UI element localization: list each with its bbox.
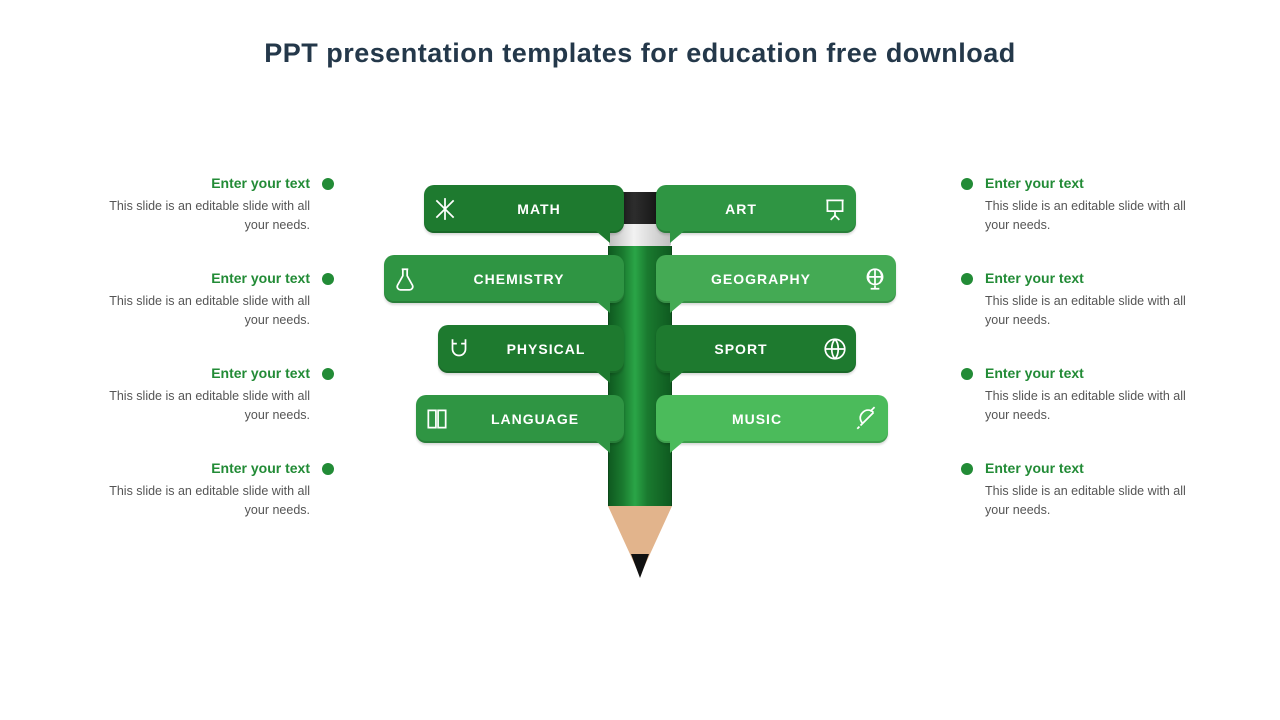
subject-pill-art: ART (656, 185, 856, 233)
pencil-tip (631, 554, 649, 578)
bullet-dot (322, 273, 334, 285)
subject-pill-math: MATH (424, 185, 624, 233)
easel-icon (814, 196, 856, 222)
pill-label: MATH (466, 201, 624, 217)
pill-label: PHYSICAL (480, 341, 624, 357)
subject-pill-chemistry: CHEMISTRY (384, 255, 624, 303)
block-heading: Enter your text (95, 365, 310, 381)
book-icon (416, 406, 458, 432)
block-heading: Enter your text (985, 270, 1200, 286)
pill-label: CHEMISTRY (426, 271, 624, 287)
compass-icon (424, 196, 466, 222)
block-heading: Enter your text (985, 460, 1200, 476)
block-heading: Enter your text (95, 460, 310, 476)
block-heading: Enter your text (985, 175, 1200, 191)
text-block-right: Enter your text This slide is an editable… (985, 365, 1200, 425)
text-block-right: Enter your text This slide is an editable… (985, 460, 1200, 520)
block-body: This slide is an editable slide with all… (985, 482, 1200, 520)
block-heading: Enter your text (95, 270, 310, 286)
violin-icon (846, 406, 888, 432)
bullet-dot (961, 463, 973, 475)
text-block-left: Enter your text This slide is an editable… (95, 175, 310, 235)
subject-pill-geography: GEOGRAPHY (656, 255, 896, 303)
block-body: This slide is an editable slide with all… (95, 292, 310, 330)
block-body: This slide is an editable slide with all… (985, 387, 1200, 425)
bullet-dot (961, 273, 973, 285)
globe-icon (854, 266, 896, 292)
bullet-dot (322, 368, 334, 380)
block-heading: Enter your text (985, 365, 1200, 381)
text-block-right: Enter your text This slide is an editable… (985, 270, 1200, 330)
block-heading: Enter your text (95, 175, 310, 191)
pill-label: MUSIC (656, 411, 846, 427)
pill-label: GEOGRAPHY (656, 271, 854, 287)
bullet-dot (322, 463, 334, 475)
bullet-dot (322, 178, 334, 190)
text-block-left: Enter your text This slide is an editable… (95, 270, 310, 330)
text-block-left: Enter your text This slide is an editable… (95, 365, 310, 425)
block-body: This slide is an editable slide with all… (95, 197, 310, 235)
magnet-icon (438, 336, 480, 362)
page-title: PPT presentation templates for education… (0, 38, 1280, 69)
bullet-dot (961, 178, 973, 190)
flask-icon (384, 266, 426, 292)
block-body: This slide is an editable slide with all… (985, 292, 1200, 330)
pill-label: ART (656, 201, 814, 217)
block-body: This slide is an editable slide with all… (95, 482, 310, 520)
pill-label: SPORT (656, 341, 814, 357)
ball-icon (814, 336, 856, 362)
pill-label: LANGUAGE (458, 411, 624, 427)
subject-pill-music: MUSIC (656, 395, 888, 443)
pencil-wood (608, 506, 672, 576)
block-body: This slide is an editable slide with all… (985, 197, 1200, 235)
subject-pill-physical: PHYSICAL (438, 325, 624, 373)
text-block-left: Enter your text This slide is an editable… (95, 460, 310, 520)
bullet-dot (961, 368, 973, 380)
subject-pill-language: LANGUAGE (416, 395, 624, 443)
text-block-right: Enter your text This slide is an editable… (985, 175, 1200, 235)
subject-pill-sport: SPORT (656, 325, 856, 373)
block-body: This slide is an editable slide with all… (95, 387, 310, 425)
